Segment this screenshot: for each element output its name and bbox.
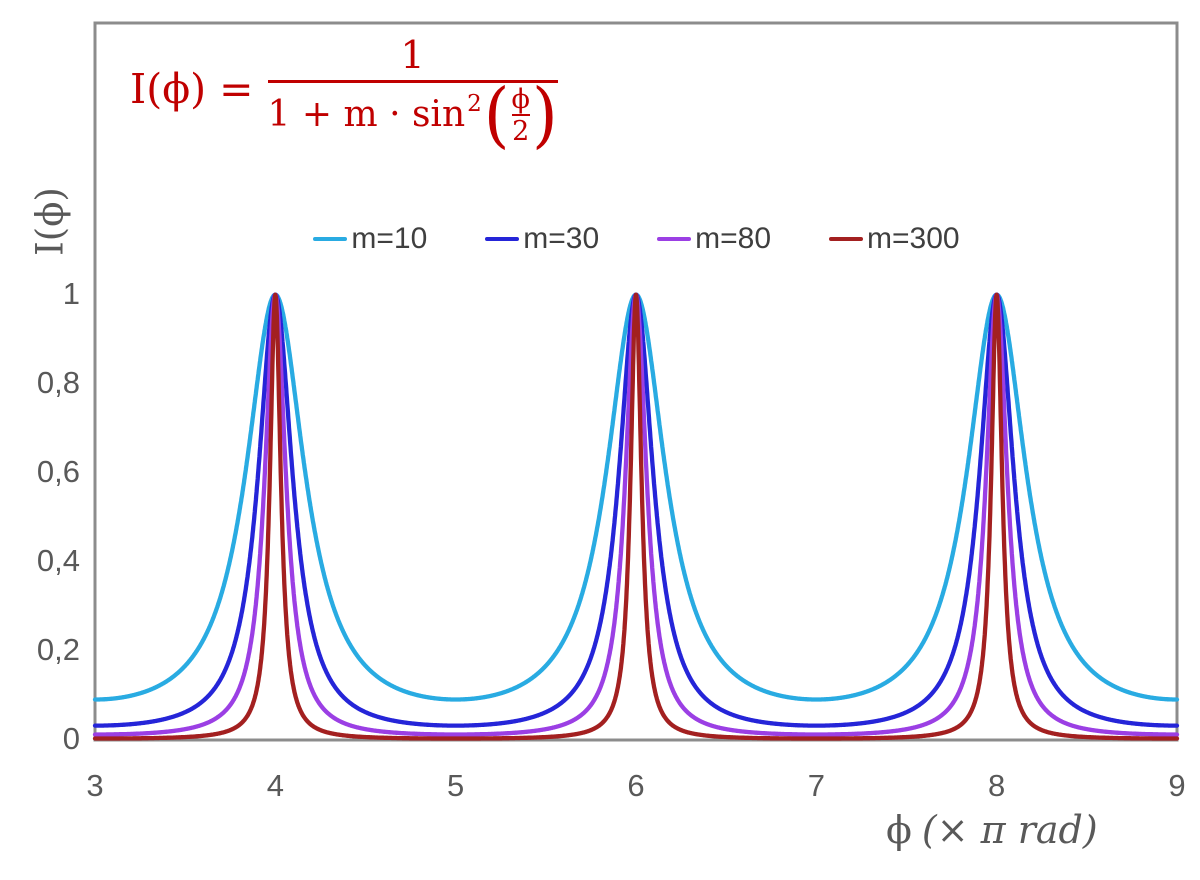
y-tick-label-0: 0 (62, 721, 80, 756)
legend-swatch-m10 (313, 237, 348, 241)
formula: I(ϕ) = 1 1 + m · sin 2 ( ϕ 2 ) (130, 33, 558, 157)
formula-exponent: 2 (467, 90, 482, 117)
x-tick-label-6: 6 (627, 768, 645, 803)
y-tick-label-1: 1 (62, 275, 80, 311)
legend-label: m=80 (695, 222, 772, 255)
legend-item-m10: m=10 (313, 222, 427, 256)
y-tick-label-0_8: 0,8 (36, 364, 80, 400)
formula-open-paren: ( (483, 73, 510, 157)
legend-label: m=300 (867, 222, 960, 255)
legend-swatch-m300 (829, 237, 864, 241)
formula-inner-denominator: 2 (512, 115, 530, 147)
formula-fraction: 1 1 + m · sin 2 ( ϕ 2 ) (267, 33, 558, 157)
x-axis-title-symbol: ϕ (886, 808, 912, 852)
formula-numerator: 1 (400, 33, 425, 77)
legend-item-m30: m=30 (485, 222, 599, 256)
formula-inner-fraction: ϕ 2 (511, 83, 530, 147)
x-tick-label-4: 4 (266, 768, 284, 803)
x-tick-label-8: 8 (988, 768, 1006, 803)
y-tick-label-0_4: 0,4 (36, 542, 80, 578)
y-tick-label-0_6: 0,6 (36, 453, 80, 489)
x-axis-title: ϕ (× π rad) (886, 808, 1098, 852)
formula-lhs: I(ϕ) = (130, 65, 254, 114)
formula-fraction-bar (267, 79, 558, 83)
curve-m30 (92, 292, 1180, 728)
formula-close-paren: ) (531, 73, 558, 157)
x-tick-label-5: 5 (447, 768, 465, 803)
legend: m=10 m=30 m=80 m=300 (96, 222, 1177, 256)
x-axis-title-units: (× π rad) (921, 808, 1098, 852)
x-tick-label-3: 3 (86, 768, 104, 803)
y-tick-label-0_2: 0,2 (36, 631, 80, 667)
curve-m80 (92, 292, 1180, 737)
x-tick-label-9: 9 (1168, 768, 1186, 803)
legend-label: m=10 (351, 222, 428, 255)
x-tick-label-7: 7 (807, 768, 825, 803)
formula-inner-numerator: ϕ (511, 83, 530, 115)
formula-denominator: 1 + m · sin 2 ( ϕ 2 ) (267, 73, 558, 157)
formula-inner-fraction-bar (511, 113, 530, 116)
legend-swatch-m30 (485, 237, 520, 241)
curve-m300 (92, 292, 1180, 741)
legend-item-m80: m=80 (657, 222, 771, 256)
plot-border (93, 21, 1179, 742)
legend-label: m=30 (523, 222, 600, 255)
legend-swatch-m80 (657, 237, 692, 241)
legend-item-m300: m=300 (829, 222, 960, 256)
formula-denominator-text: 1 + m · sin (267, 94, 466, 136)
